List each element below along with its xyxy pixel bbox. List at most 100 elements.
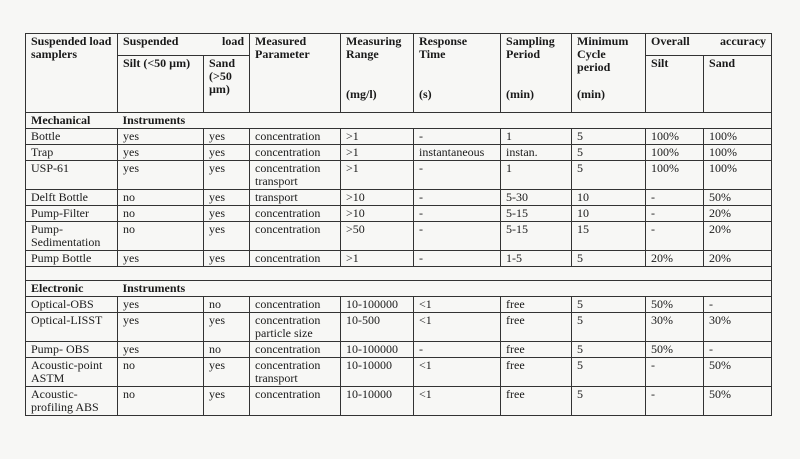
table-cell: yes — [202, 160, 251, 190]
table-cell: no — [117, 357, 204, 387]
table-cell: - — [645, 189, 705, 206]
table-cell: 5 — [571, 296, 647, 313]
table-cell: yes — [202, 357, 251, 387]
table-cell: concentration — [249, 144, 342, 161]
table-cell: no — [202, 296, 251, 313]
header-row: Suspended load samplers Suspended load Me… — [25, 33, 773, 113]
table-cell: - — [413, 341, 502, 358]
table-cell: 50% — [703, 386, 773, 416]
table-cell: 100% — [703, 144, 773, 161]
table-cell: yes — [202, 312, 251, 342]
header-load-a: Suspended — [123, 34, 179, 48]
table-cell: yes — [202, 128, 251, 145]
table-cell: Pump-Filter — [25, 205, 118, 222]
table-cell: - — [413, 250, 502, 267]
table-cell: >10 — [340, 189, 415, 206]
unit-response: (s) — [419, 87, 432, 101]
table-cell: 30% — [703, 312, 773, 342]
table-cell: concentration transport — [249, 160, 342, 190]
section-title-a: Mechanical — [25, 112, 118, 129]
table-row: USP-61 yes yes concentration transport >1-1 5… — [25, 160, 773, 190]
table-row: Acoustic-profiling ABS no yes concentration… — [25, 386, 773, 416]
table-cell: <1 — [413, 312, 502, 342]
section-title-a: Electronic — [25, 280, 118, 297]
table-cell: free — [500, 357, 573, 387]
table-cell: yes — [117, 341, 204, 358]
header-sampling: Sampling Period (min) — [500, 33, 573, 113]
table-cell: USP-61 — [25, 160, 118, 190]
unit-range: (mg/l) — [346, 87, 377, 101]
table-cell: - — [413, 160, 502, 190]
table-cell: Acoustic-profiling ABS — [25, 386, 118, 416]
table-cell: 5-30 — [500, 189, 573, 206]
header-suspended-load: Suspended load — [116, 33, 251, 56]
table-cell: <1 — [413, 357, 502, 387]
table-cell: 50% — [645, 296, 705, 313]
table-cell: free — [500, 341, 573, 358]
table-cell: concentration — [249, 386, 342, 416]
table-cell: 5 — [571, 341, 647, 358]
table-cell: 100% — [645, 128, 705, 145]
table-cell: concentration — [249, 221, 342, 251]
table-cell: <1 — [413, 386, 502, 416]
table-cell: 5 — [571, 160, 647, 190]
table-cell: 1-5 — [500, 250, 573, 267]
table-cell: yes — [202, 250, 251, 267]
header-load-b: load — [222, 34, 245, 48]
header-sand: Sand (>50 µm) — [202, 54, 251, 114]
table-cell: 15 — [571, 221, 647, 251]
table-cell: 50% — [703, 357, 773, 387]
table-cell: yes — [202, 189, 251, 206]
table-cell: >1 — [340, 250, 415, 267]
table-cell: - — [413, 189, 502, 206]
table-cell: >50 — [340, 221, 415, 251]
table-row: Pump-Filter no yes concentration >10-5-15 10-… — [25, 205, 773, 222]
table-cell: yes — [202, 205, 251, 222]
table-cell: 20% — [645, 250, 705, 267]
spacer-row — [24, 266, 773, 281]
table-cell: - — [703, 296, 773, 313]
table-cell: 1 — [500, 160, 573, 190]
table-cell: 5 — [571, 128, 647, 145]
table-cell: concentration — [249, 205, 342, 222]
table-cell: 5 — [571, 386, 647, 416]
header-parameter: Measured Parameter — [249, 33, 342, 113]
table-row: Optical-LISST yes yes concentration particl… — [25, 312, 773, 342]
section-header: Electronic Instruments — [25, 280, 773, 297]
sampler-comparison-table: Suspended load samplers Suspended load Me… — [24, 33, 773, 416]
table-cell: - — [645, 386, 705, 416]
table-cell: Bottle — [25, 128, 118, 145]
header-acc-b: accuracy — [720, 34, 767, 48]
table-cell: no — [117, 386, 204, 416]
table-cell: - — [413, 221, 502, 251]
table-cell: concentration particle size — [249, 312, 342, 342]
table-cell: 10-500 — [340, 312, 415, 342]
table-cell: concentration transport — [249, 357, 342, 387]
header-silt: Silt (<50 µm) — [117, 54, 204, 114]
table-cell: concentration — [249, 341, 342, 358]
table-cell: - — [413, 128, 502, 145]
table-cell: free — [500, 386, 573, 416]
table-cell: no — [202, 341, 251, 358]
table-cell: 10-100000 — [340, 341, 415, 358]
table-cell: 5 — [571, 250, 647, 267]
table-cell: >1 — [340, 128, 415, 145]
table-row: Pump-Sedimentation no yes concentration >50-… — [25, 221, 773, 251]
unit-sampling: (min) — [506, 87, 535, 101]
table-cell: yes — [117, 144, 204, 161]
table-row: Pump- OBS yes no concentration 10-100000- fre… — [25, 341, 773, 358]
table-cell: 5 — [571, 357, 647, 387]
unit-cycle: (min) — [577, 87, 606, 101]
table-cell: Pump-Sedimentation — [25, 221, 118, 251]
section-title-b: Instruments — [117, 112, 773, 129]
table-cell: concentration — [249, 250, 342, 267]
table-cell: >1 — [340, 144, 415, 161]
table-cell: 30% — [645, 312, 705, 342]
table-cell: Acoustic-point ASTM — [25, 357, 118, 387]
table-cell: - — [645, 357, 705, 387]
header-accuracy: Overall accuracy — [645, 33, 773, 56]
table-cell: yes — [117, 296, 204, 313]
table-cell: Delft Bottle — [25, 189, 118, 206]
table-cell: 50% — [645, 341, 705, 358]
table-cell: 10-10000 — [340, 357, 415, 387]
